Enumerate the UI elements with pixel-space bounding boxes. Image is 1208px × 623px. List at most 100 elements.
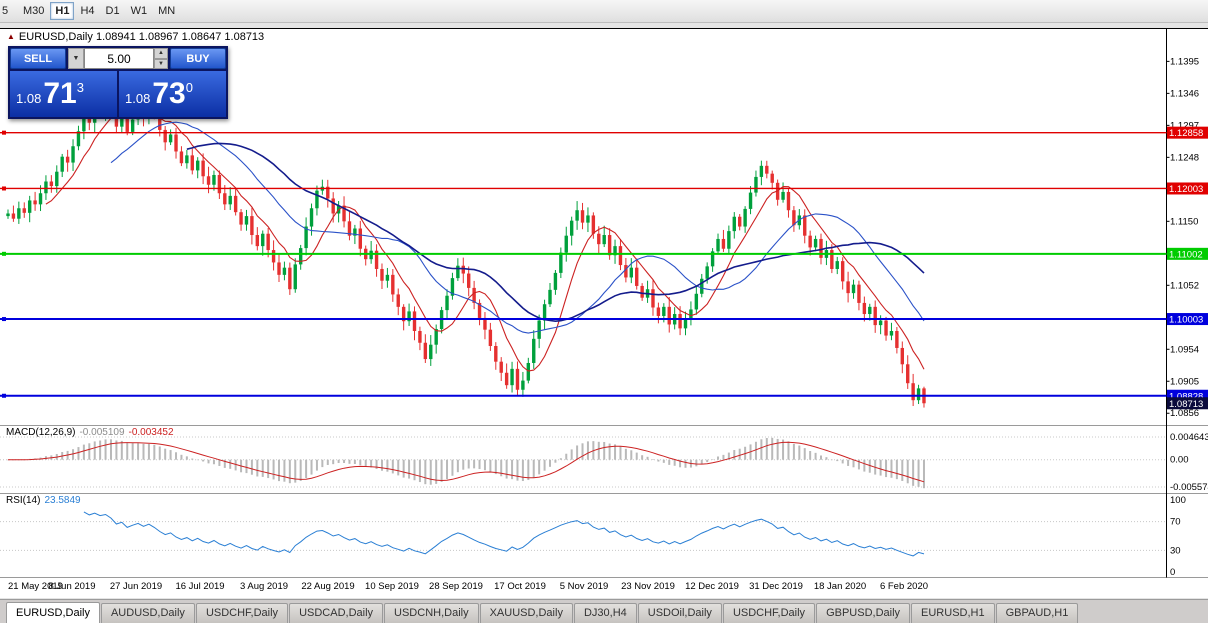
svg-text:0: 0 xyxy=(1170,567,1175,578)
chart-tab-gbpusd-daily[interactable]: GBPUSD,Daily xyxy=(816,603,911,623)
timeframe-button-m30[interactable]: M30 xyxy=(18,2,49,20)
volume-up-icon[interactable]: ▲ xyxy=(154,48,168,59)
hline-handle-icon[interactable] xyxy=(2,393,6,398)
macd-indicator-label: MACD(12,26,9) -0.005109 -0.003452 xyxy=(6,427,174,438)
sell-button[interactable]: SELL xyxy=(10,48,66,69)
chart-tab-gbpaud-h1[interactable]: GBPAUD,H1 xyxy=(995,603,1079,623)
volume-dropdown-arrow-icon[interactable]: ▼ xyxy=(68,48,84,69)
ma-8-line xyxy=(45,113,925,372)
svg-text:30: 30 xyxy=(1170,545,1181,556)
macd-signal-line xyxy=(7,441,925,483)
svg-text:1.1297: 1.1297 xyxy=(1170,120,1199,131)
rsi-axis: 100 70 30 0 xyxy=(0,495,1186,578)
svg-text:1.08828: 1.08828 xyxy=(1169,391,1203,402)
chart-tab-xauusd-daily[interactable]: XAUUSD,Daily xyxy=(479,603,573,623)
collapse-one-click-icon[interactable]: ▲ xyxy=(7,32,15,41)
svg-text:0.004643: 0.004643 xyxy=(1170,432,1208,443)
sell-price-prefix: 1.08 xyxy=(16,90,42,106)
chart-tab-usdchf-daily[interactable]: USDCHF,Daily xyxy=(722,603,816,623)
svg-text:100: 100 xyxy=(1170,495,1186,506)
svg-text:1.12003: 1.12003 xyxy=(1169,184,1203,195)
timeframe-button-d1[interactable]: D1 xyxy=(101,2,125,20)
svg-text:1.1346: 1.1346 xyxy=(1170,88,1199,99)
timeframe-button-5[interactable]: 5 xyxy=(0,2,17,20)
chart-tab-dj30-h4[interactable]: DJ30,H4 xyxy=(573,603,637,623)
svg-text:-0.005574: -0.005574 xyxy=(1170,482,1208,493)
svg-text:1.1395: 1.1395 xyxy=(1170,56,1199,67)
chart-tab-usdcnh-daily[interactable]: USDCNH,Daily xyxy=(384,603,479,623)
rsi-line[interactable] xyxy=(83,511,925,557)
timeframe-button-h4[interactable]: H4 xyxy=(75,2,99,20)
svg-text:8 Jun 2019: 8 Jun 2019 xyxy=(48,581,95,592)
svg-text:1.0856: 1.0856 xyxy=(1170,408,1199,419)
sell-price-display[interactable]: 1.08 71 3 xyxy=(10,71,117,117)
svg-text:1.10003: 1.10003 xyxy=(1169,315,1203,326)
svg-text:18 Jan 2020: 18 Jan 2020 xyxy=(814,581,866,592)
svg-text:1.1052: 1.1052 xyxy=(1170,280,1199,291)
rsi-name: RSI(14) xyxy=(6,495,41,506)
timeframe-button-w1[interactable]: W1 xyxy=(126,2,153,20)
buy-price-prefix: 1.08 xyxy=(125,90,151,106)
current-price-tag: 1.08713 xyxy=(1167,397,1208,410)
svg-text:5 Nov 2019: 5 Nov 2019 xyxy=(560,581,609,592)
timeframe-button-h1[interactable]: H1 xyxy=(50,2,75,20)
volume-input[interactable]: 5.00 xyxy=(84,48,154,69)
macd-panel[interactable] xyxy=(7,437,925,489)
ma-34-line xyxy=(186,142,925,323)
macd-value: -0.005109 xyxy=(79,427,125,438)
chart-ohlc-title: ▲ EURUSD,Daily 1.08941 1.08967 1.08647 1.… xyxy=(7,31,264,43)
buy-button[interactable]: BUY xyxy=(170,48,226,69)
chart-tab-eurusd-h1[interactable]: EURUSD,H1 xyxy=(911,603,995,623)
chart-tab-usdoil-daily[interactable]: USDOil,Daily xyxy=(637,603,722,623)
hline-handle-icon[interactable] xyxy=(2,186,6,191)
ma-20-line xyxy=(110,121,925,334)
chart-tab-usdchf-daily[interactable]: USDCHF,Daily xyxy=(195,603,289,623)
rsi-indicator-label: RSI(14) 23.5849 xyxy=(6,495,81,506)
price-tag-1.12003: 1.12003 xyxy=(1167,182,1208,195)
hline-handle-icon[interactable] xyxy=(2,251,6,256)
svg-text:3 Aug 2019: 3 Aug 2019 xyxy=(240,581,288,592)
price-tag-1.10003: 1.10003 xyxy=(1167,313,1208,326)
macd-signal-value: -0.003452 xyxy=(128,427,174,438)
rsi-value: 23.5849 xyxy=(44,495,81,506)
sell-price-big: 71 xyxy=(43,77,77,110)
svg-text:23 Nov 2019: 23 Nov 2019 xyxy=(621,581,675,592)
svg-text:12 Dec 2019: 12 Dec 2019 xyxy=(685,581,739,592)
svg-text:17 Oct 2019: 17 Oct 2019 xyxy=(494,581,546,592)
volume-down-icon[interactable]: ▼ xyxy=(154,58,168,69)
buy-price-big: 73 xyxy=(152,77,186,110)
price-tag-1.12858: 1.12858 xyxy=(1167,126,1208,139)
price-tag-1.11002: 1.11002 xyxy=(1167,247,1208,260)
hline-handle-icon[interactable] xyxy=(2,130,6,135)
svg-text:1.08713: 1.08713 xyxy=(1169,399,1203,410)
svg-text:1.1248: 1.1248 xyxy=(1170,152,1199,163)
svg-text:16 Jul 2019: 16 Jul 2019 xyxy=(175,581,224,592)
sell-price-pip: 3 xyxy=(76,79,84,95)
svg-text:21 May 2019: 21 May 2019 xyxy=(8,581,63,592)
chart-ohlc-values: 1.08941 1.08967 1.08647 1.08713 xyxy=(95,31,265,43)
macd-name: MACD(12,26,9) xyxy=(6,427,76,438)
chart-tab-audusd-daily[interactable]: AUDUSD,Daily xyxy=(100,603,195,623)
svg-text:28 Sep 2019: 28 Sep 2019 xyxy=(429,581,483,592)
chart-tab-usdcad-daily[interactable]: USDCAD,Daily xyxy=(289,603,384,623)
timeframe-button-mn[interactable]: MN xyxy=(153,2,180,20)
svg-text:1.0905: 1.0905 xyxy=(1170,376,1199,387)
svg-text:27 Jun 2019: 27 Jun 2019 xyxy=(110,581,162,592)
svg-text:1.0954: 1.0954 xyxy=(1170,344,1199,355)
timeframe-toolbar: 5 M30 H1 H4 D1 W1 MN xyxy=(0,0,1208,23)
chart-symbol-label: EURUSD,Daily xyxy=(18,31,93,43)
one-click-trading-panel: SELL ▼ 5.00 ▲ ▼ BUY 1.08 71 3 1.08 73 0 xyxy=(8,46,228,119)
chart-tab-eurusd-daily[interactable]: EURUSD,Daily xyxy=(6,602,100,623)
svg-text:1.11002: 1.11002 xyxy=(1169,249,1203,260)
svg-text:31 Dec 2019: 31 Dec 2019 xyxy=(749,581,803,592)
svg-text:6 Feb 2020: 6 Feb 2020 xyxy=(880,581,928,592)
volume-spinner: ▲ ▼ xyxy=(154,48,168,69)
svg-text:70: 70 xyxy=(1170,517,1181,528)
macd-axis: 0.004643 0.00 -0.005574 xyxy=(0,432,1208,493)
svg-text:22 Aug 2019: 22 Aug 2019 xyxy=(301,581,354,592)
hline-handle-icon[interactable] xyxy=(2,317,6,322)
buy-price-display[interactable]: 1.08 73 0 xyxy=(119,71,226,117)
